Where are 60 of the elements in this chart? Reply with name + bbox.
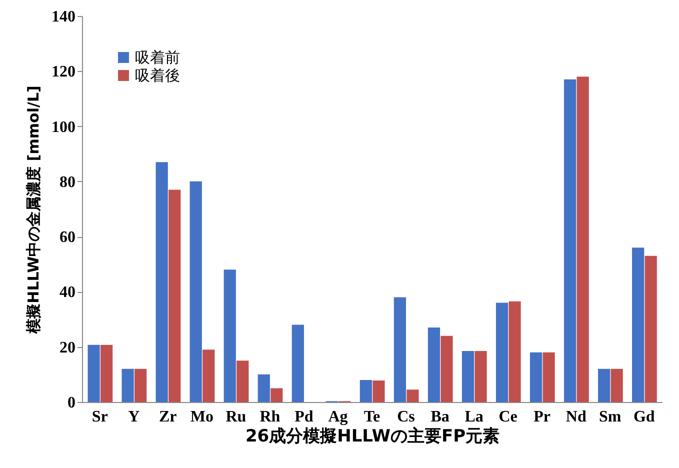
y-tick-label: 140 <box>52 8 76 26</box>
x-tick-label: Ru <box>226 408 246 426</box>
y-tick-label: 40 <box>60 284 76 302</box>
bar <box>406 390 419 402</box>
bar <box>292 324 304 402</box>
bar <box>134 368 147 402</box>
x-tick-label: Ag <box>328 408 348 426</box>
bar <box>530 352 542 402</box>
bar <box>190 181 202 402</box>
y-axis-title: 模擬HLLW中の金属濃度 [mmol/L] <box>24 86 42 334</box>
bar <box>440 336 453 402</box>
x-tick-label: Gd <box>633 408 655 426</box>
bar <box>576 76 589 402</box>
bar <box>372 380 385 402</box>
y-tick-label: 100 <box>52 118 76 136</box>
x-tick-label: Sr <box>92 408 108 426</box>
bar <box>598 368 610 402</box>
bar <box>168 190 181 402</box>
legend-label: 吸着後 <box>135 66 180 84</box>
legend-label: 吸着前 <box>135 48 180 66</box>
bar <box>644 256 657 402</box>
y-tick-label: 20 <box>60 339 76 356</box>
bar <box>270 388 283 402</box>
y-tick-label: 60 <box>60 229 76 246</box>
x-tick-label: La <box>464 408 484 426</box>
x-tick-label: Ba <box>430 408 450 426</box>
x-tick-label: Nd <box>566 408 586 426</box>
bar <box>610 368 623 402</box>
bar <box>360 380 372 402</box>
bar <box>474 350 487 402</box>
bar <box>100 344 113 402</box>
x-tick-label: Mo <box>190 408 214 426</box>
bar <box>156 162 168 402</box>
y-tick-label: 120 <box>52 64 76 81</box>
x-tick-label: Cs <box>397 408 415 426</box>
bar <box>428 328 440 402</box>
bar <box>632 248 644 402</box>
bar <box>258 374 270 402</box>
bar <box>236 360 249 402</box>
x-tick-label: Te <box>364 408 380 426</box>
bar <box>462 350 474 402</box>
x-tick-label: Pr <box>534 408 551 426</box>
y-tick-label: 0 <box>68 394 76 412</box>
x-tick-label: Rh <box>260 408 280 426</box>
x-tick-label: Y <box>128 408 140 426</box>
bar <box>542 352 555 402</box>
bar <box>202 350 215 402</box>
x-tick-label: Pd <box>294 408 314 426</box>
bar <box>224 270 236 402</box>
bar <box>88 344 100 402</box>
y-tick-label: 80 <box>60 174 76 191</box>
x-tick-label: Ce <box>498 408 518 426</box>
x-tick-label: Zr <box>159 408 177 426</box>
bar <box>496 302 508 402</box>
x-tick-label: Sm <box>599 408 622 426</box>
bar <box>394 297 406 402</box>
bar <box>564 79 576 402</box>
bar <box>508 301 521 402</box>
bar <box>122 368 134 402</box>
x-axis-title: 26成分模擬HLLWの主要FP元素 <box>245 426 500 446</box>
